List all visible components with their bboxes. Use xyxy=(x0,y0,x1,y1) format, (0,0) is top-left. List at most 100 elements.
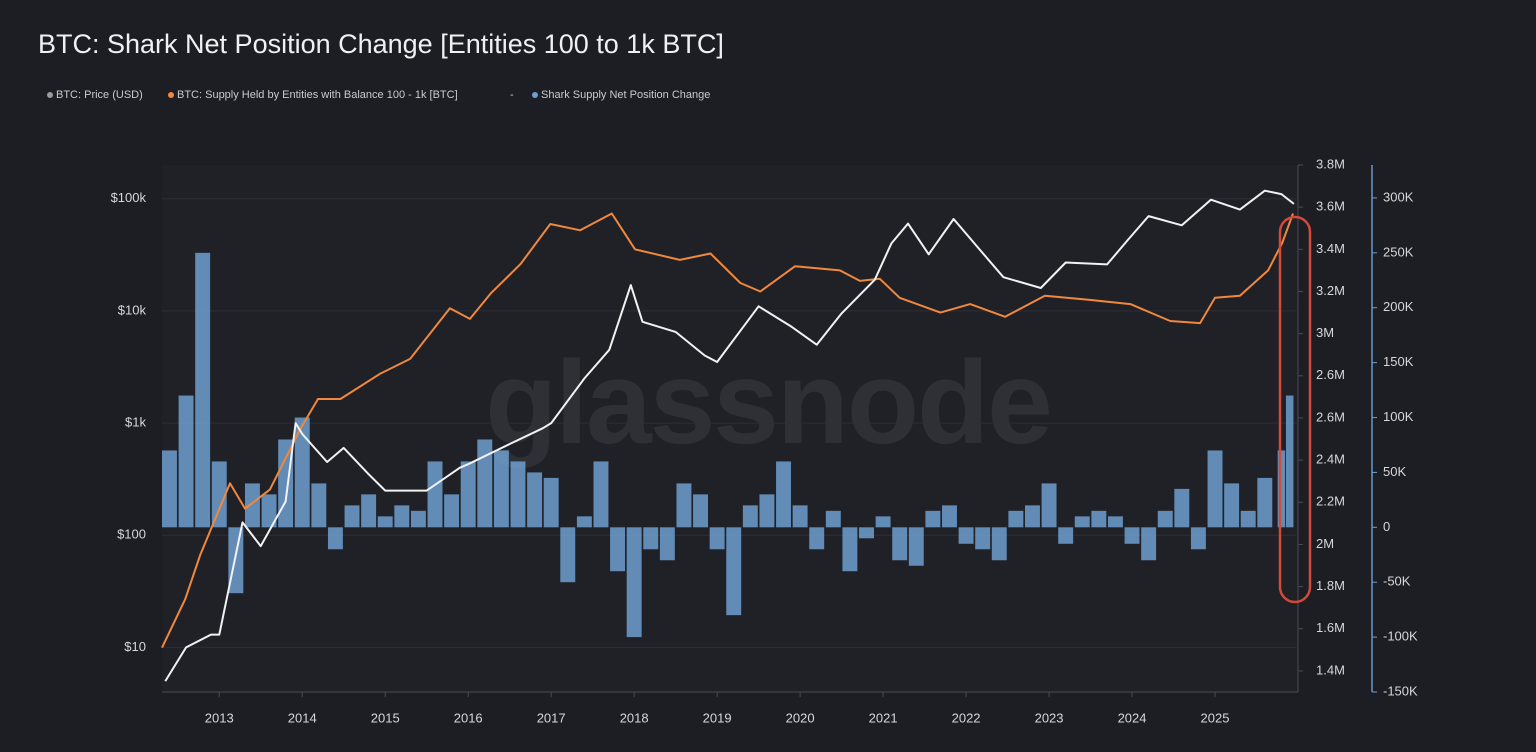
legend-dot xyxy=(168,92,174,98)
bar xyxy=(244,483,260,528)
bar xyxy=(294,417,310,528)
x-tick-label: 2025 xyxy=(1201,710,1230,725)
y2-tick-label: 1.6M xyxy=(1316,620,1345,635)
bar xyxy=(1240,510,1256,528)
y-tick-label: $1k xyxy=(125,415,146,430)
bar xyxy=(975,527,991,550)
bar xyxy=(178,395,194,528)
bar xyxy=(195,252,211,528)
y-tick-label: $10k xyxy=(118,302,147,317)
bar xyxy=(1224,483,1240,528)
legend-label: BTC: Supply Held by Entities with Balanc… xyxy=(177,89,458,101)
y2-tick-label: 2.6M xyxy=(1316,409,1345,424)
bar xyxy=(278,439,294,528)
x-tick-label: 2023 xyxy=(1035,710,1064,725)
bar xyxy=(726,527,742,616)
bar xyxy=(1157,510,1173,528)
y3-tick-label: 50K xyxy=(1383,464,1406,479)
bar xyxy=(162,450,177,528)
bar xyxy=(859,527,874,539)
bar xyxy=(394,505,410,528)
x-tick-label: 2024 xyxy=(1118,710,1147,725)
line xyxy=(164,189,1295,682)
legend-dot xyxy=(47,92,53,98)
legend-separator: - xyxy=(510,89,514,101)
bar xyxy=(261,494,277,528)
bar xyxy=(460,461,476,528)
bar xyxy=(693,494,709,528)
y3-tick-label: -50K xyxy=(1383,574,1411,589)
x-tick-label: 2017 xyxy=(537,710,566,725)
y2-tick-label: 3.4M xyxy=(1316,241,1345,256)
x-tick-label: 2015 xyxy=(371,710,400,725)
y2-tick-label: 1.4M xyxy=(1316,662,1345,677)
bar xyxy=(593,461,609,528)
y2-tick-label: 3.2M xyxy=(1316,283,1345,298)
y-tick-label: $100k xyxy=(111,190,147,205)
bar xyxy=(709,527,725,550)
line xyxy=(161,212,1294,649)
bar xyxy=(610,527,626,572)
bar xyxy=(1107,516,1123,528)
bar xyxy=(942,505,957,528)
x-tick-label: 2020 xyxy=(786,710,815,725)
bar xyxy=(560,527,576,583)
x-tick-label: 2019 xyxy=(703,710,732,725)
y3-tick-label: 0 xyxy=(1383,519,1390,534)
bar xyxy=(510,461,526,528)
bar xyxy=(991,527,1007,561)
bar xyxy=(842,527,858,572)
bar xyxy=(825,510,841,528)
bar xyxy=(1285,395,1294,528)
y2-tick-label: 3.6M xyxy=(1316,199,1345,214)
x-tick-label: 2014 xyxy=(288,710,317,725)
bar xyxy=(925,510,941,528)
plot-layer xyxy=(161,189,1298,682)
y3-tick-label: 150K xyxy=(1383,354,1414,369)
bar xyxy=(643,527,659,550)
y3-tick-label: -150K xyxy=(1383,683,1418,698)
bar xyxy=(410,510,426,528)
x-tick-label: 2013 xyxy=(205,710,234,725)
bar xyxy=(493,450,509,528)
bar xyxy=(659,527,675,561)
bar xyxy=(1124,527,1140,544)
x-tick-label: 2022 xyxy=(952,710,981,725)
bar xyxy=(1207,450,1223,528)
y3-tick-label: 300K xyxy=(1383,189,1414,204)
y2-tick-label: 3.8M xyxy=(1316,156,1345,171)
bar xyxy=(1141,527,1157,561)
y2-tick-label: 1.8M xyxy=(1316,578,1345,593)
y2-tick-label: 3M xyxy=(1316,325,1334,340)
bar xyxy=(543,477,559,528)
bar xyxy=(1190,527,1206,550)
x-tick-label: 2018 xyxy=(620,710,649,725)
y-tick-label: $10 xyxy=(124,639,146,654)
legend-label: BTC: Price (USD) xyxy=(56,89,143,101)
bar xyxy=(211,461,227,528)
bar xyxy=(444,494,460,528)
x-tick-label: 2016 xyxy=(454,710,483,725)
bar xyxy=(676,483,692,528)
y3-tick-label: 250K xyxy=(1383,244,1414,259)
bar xyxy=(1257,477,1273,528)
bar xyxy=(477,439,493,528)
y2-tick-label: 2.4M xyxy=(1316,452,1345,467)
chart-title: BTC: Shark Net Position Change [Entities… xyxy=(38,29,724,59)
bar xyxy=(576,516,592,528)
bar xyxy=(1277,450,1286,528)
legend-dot xyxy=(532,92,538,98)
bar xyxy=(344,505,360,528)
bar xyxy=(527,472,543,528)
bar xyxy=(361,494,377,528)
bar xyxy=(792,505,808,528)
bar xyxy=(327,527,343,550)
bar xyxy=(809,527,825,550)
y2-tick-label: 2M xyxy=(1316,536,1334,551)
y2-tick-label: 2.2M xyxy=(1316,494,1345,509)
bar xyxy=(908,527,924,566)
y2-tick-label: 2.6M xyxy=(1316,367,1345,382)
bar xyxy=(377,516,393,528)
x-tick-label: 2021 xyxy=(869,710,898,725)
